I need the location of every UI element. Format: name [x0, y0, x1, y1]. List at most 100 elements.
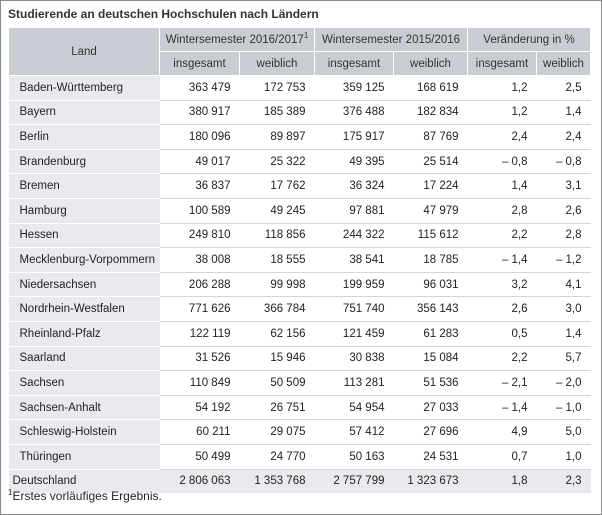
ws2015-insgesamt-cell: 175 917: [314, 124, 394, 150]
header-ws-2016-label: Wintersemester 2016/2017: [165, 33, 304, 46]
change-insgesamt-cell: 2,2: [467, 346, 537, 372]
ws2016-weiblich-cell: 25 322: [239, 149, 315, 175]
land-cell: Sachsen: [8, 370, 160, 396]
header-weiblich: weiblich: [392, 51, 469, 76]
ws2016-insgesamt-cell: 122 119: [159, 321, 240, 347]
ws2016-weiblich-cell: 172 753: [239, 75, 315, 101]
table-row: Brandenburg 49 017 25 322 49 395 25 514– 0,8…: [8, 149, 591, 175]
change-weiblich-cell: – 1,2: [536, 247, 591, 273]
change-weiblich-cell: 5,0: [536, 419, 591, 445]
ws2016-insgesamt-cell: 54 192: [159, 395, 240, 421]
table-row: Saarland 31 526 15 946 30 838 15 084 2,2 5,7: [8, 346, 591, 372]
ws2016-weiblich-cell: 99 998: [239, 272, 315, 298]
ws2016-insgesamt-cell: 771 626: [159, 296, 240, 322]
table-row: Berlin 180 096 89 897 175 917 87 769 2,4 2,4: [8, 124, 591, 150]
change-weiblich-cell: 2,8: [536, 223, 591, 249]
table-row: Bremen 36 837 17 762 36 324 17 224 1,4 3,1: [8, 173, 591, 199]
land-cell: Nordrhein-Westfalen: [8, 296, 160, 322]
ws2016-insgesamt-cell: 249 810: [159, 223, 240, 249]
table-row: Schleswig-Holstein 60 211 29 075 57 412 27 6…: [8, 419, 591, 445]
land-cell: Berlin: [8, 124, 160, 150]
ws2015-insgesamt-cell: 54 954: [314, 395, 394, 421]
change-weiblich-cell: – 0,8: [536, 149, 591, 175]
table-row: Nordrhein-Westfalen 771 626 366 784 751 740…: [8, 296, 591, 322]
total-row: Deutschland 2 806 063 1 353 768 2 757 799 1 …: [8, 469, 591, 494]
ws2015-insgesamt-cell: 113 281: [314, 370, 394, 396]
header-ws-2016: Wintersemester 2016/20171: [159, 27, 315, 52]
change-insgesamt-cell: 2,6: [467, 296, 537, 322]
change-insgesamt-cell: – 1,4: [467, 395, 537, 421]
change-weiblich-cell: 2,4: [536, 124, 591, 150]
land-cell: Mecklenburg-Vorpommern: [8, 247, 160, 273]
land-cell: Niedersachsen: [8, 272, 160, 298]
land-cell: Schleswig-Holstein: [8, 419, 160, 445]
ws2016-weiblich-cell: 50 509: [239, 370, 315, 396]
land-cell: Baden-Württemberg: [8, 75, 160, 101]
header-insgesamt: insgesamt: [314, 51, 394, 76]
ws2015-weiblich-cell: 18 785: [393, 247, 468, 273]
change-weiblich-cell: – 2,0: [536, 370, 591, 396]
ws2016-insgesamt-cell: 206 288: [159, 272, 240, 298]
ws2015-insgesamt-cell: 376 488: [314, 100, 394, 126]
ws2015-weiblich-cell: 17 224: [393, 173, 468, 199]
table-row: Bayern 380 917 185 389 376 488 182 834 1,2 1,4: [8, 100, 591, 126]
ws2016-insgesamt-cell: 38 008: [159, 247, 240, 273]
land-cell: Rheinland-Pfalz: [8, 321, 160, 347]
ws2015-insgesamt-cell: 36 324: [314, 173, 394, 199]
ws2015-insgesamt-cell: 57 412: [314, 419, 394, 445]
table-row: Sachsen-Anhalt 54 192 26 751 54 954 27 033– …: [8, 395, 591, 421]
change-insgesamt-cell: – 2,1: [467, 370, 537, 396]
change-weiblich-cell: 3,1: [536, 173, 591, 199]
table-body: Baden-Württemberg 363 479 172 753 359 125 16…: [8, 75, 591, 494]
change-insgesamt-cell: 0,7: [467, 444, 537, 470]
change-weiblich-cell: 2,3: [536, 469, 591, 494]
ws2016-weiblich-cell: 26 751: [239, 395, 315, 421]
ws2016-weiblich-cell: 29 075: [239, 419, 315, 445]
change-weiblich-cell: 2,5: [536, 75, 591, 101]
change-weiblich-cell: 3,0: [536, 296, 591, 322]
ws2016-insgesamt-cell: 363 479: [159, 75, 240, 101]
ws2016-weiblich-cell: 1 353 768: [239, 469, 315, 494]
ws2015-weiblich-cell: 27 033: [393, 395, 468, 421]
ws2015-insgesamt-cell: 2 757 799: [314, 469, 394, 494]
header-row-sub: insgesamt weiblich insgesamt weiblich in…: [9, 51, 592, 76]
ws2015-weiblich-cell: 27 696: [393, 419, 468, 445]
change-insgesamt-cell: 3,2: [467, 272, 537, 298]
ws2015-weiblich-cell: 47 979: [393, 198, 468, 224]
table-row: Niedersachsen 206 288 99 998 199 959 96 031 3…: [8, 272, 591, 298]
ws2015-weiblich-cell: 182 834: [393, 100, 468, 126]
ws2015-weiblich-cell: 51 536: [393, 370, 468, 396]
ws2015-weiblich-cell: 15 084: [393, 346, 468, 372]
ws2016-weiblich-cell: 49 245: [239, 198, 315, 224]
ws2016-insgesamt-cell: 50 499: [159, 444, 240, 470]
header-insgesamt: insgesamt: [159, 51, 240, 76]
change-insgesamt-cell: 1,4: [467, 173, 537, 199]
change-insgesamt-cell: 0,5: [467, 321, 537, 347]
land-cell: Hessen: [8, 223, 160, 249]
ws2015-weiblich-cell: 24 531: [393, 444, 468, 470]
ws2016-weiblich-cell: 17 762: [239, 173, 315, 199]
ws2015-weiblich-cell: 25 514: [393, 149, 468, 175]
change-insgesamt-cell: 4,9: [467, 419, 537, 445]
ws2016-insgesamt-cell: 380 917: [159, 100, 240, 126]
ws2015-weiblich-cell: 1 323 673: [393, 469, 468, 494]
ws2015-insgesamt-cell: 751 740: [314, 296, 394, 322]
change-insgesamt-cell: 1,2: [467, 100, 537, 126]
header-weiblich: weiblich: [536, 51, 592, 76]
change-insgesamt-cell: – 1,4: [467, 247, 537, 273]
land-cell: Brandenburg: [8, 149, 160, 175]
ws2016-weiblich-cell: 18 555: [239, 247, 315, 273]
change-weiblich-cell: 4,1: [536, 272, 591, 298]
ws2016-weiblich-cell: 118 856: [239, 223, 315, 249]
table-row: Baden-Württemberg 363 479 172 753 359 125 16…: [8, 75, 591, 101]
ws2015-weiblich-cell: 115 612: [393, 223, 468, 249]
ws2015-weiblich-cell: 87 769: [393, 124, 468, 150]
change-weiblich-cell: 1,4: [536, 100, 591, 126]
land-cell: Deutschland: [8, 469, 160, 494]
footnote-text: Erstes vorläufiges Ergebnis.: [12, 489, 162, 503]
ws2016-insgesamt-cell: 2 806 063: [159, 469, 240, 494]
students-table: Land Wintersemester 2016/20171 Wintersem…: [8, 27, 592, 494]
ws2016-insgesamt-cell: 180 096: [159, 124, 240, 150]
land-cell: Thüringen: [8, 444, 160, 470]
